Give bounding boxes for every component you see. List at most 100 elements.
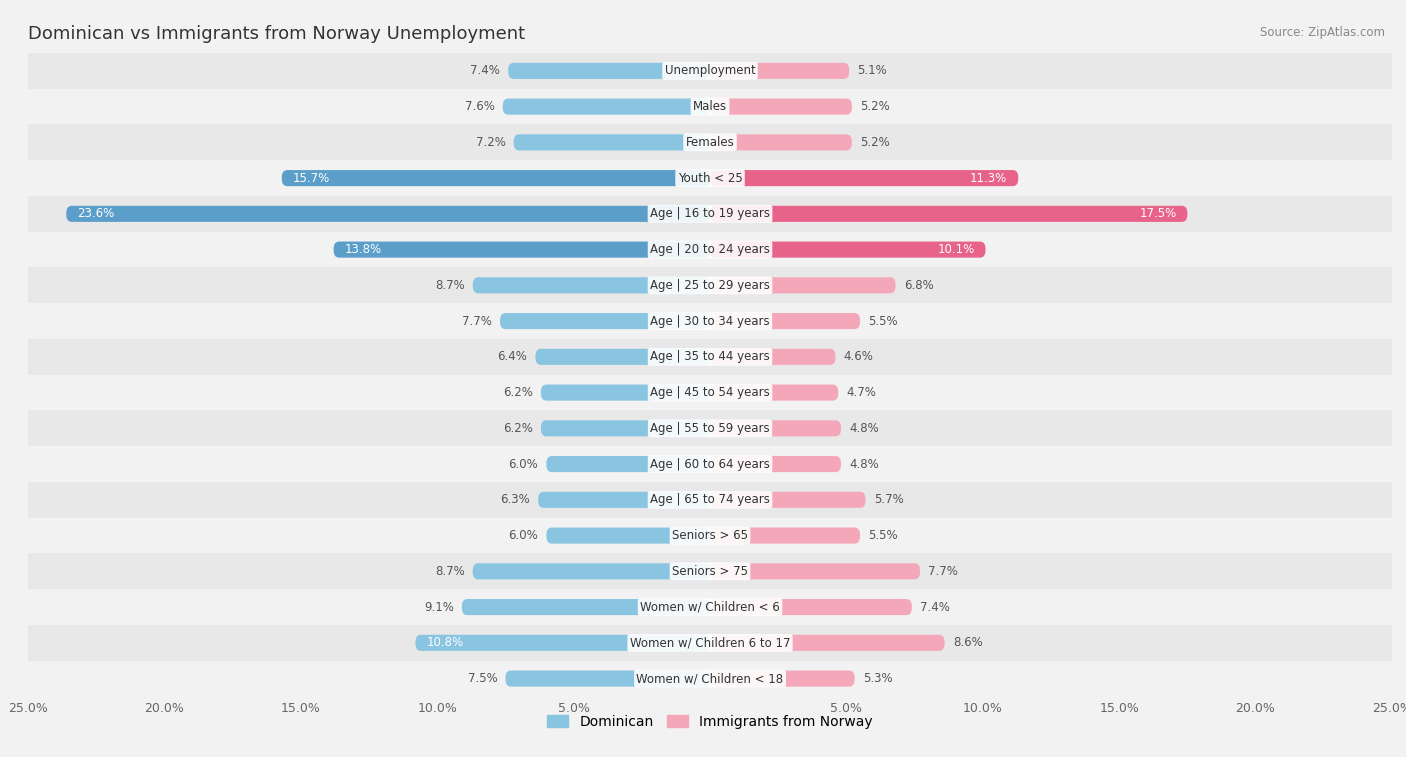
Text: Women w/ Children < 18: Women w/ Children < 18 <box>637 672 783 685</box>
Text: 6.0%: 6.0% <box>509 457 538 471</box>
Text: 7.4%: 7.4% <box>920 600 950 614</box>
Bar <box>28 589 1392 625</box>
Text: Males: Males <box>693 100 727 113</box>
Text: Age | 60 to 64 years: Age | 60 to 64 years <box>650 457 770 471</box>
FancyBboxPatch shape <box>710 206 1188 222</box>
FancyBboxPatch shape <box>710 492 866 508</box>
Text: 7.7%: 7.7% <box>928 565 957 578</box>
Text: 17.5%: 17.5% <box>1139 207 1177 220</box>
Text: 7.5%: 7.5% <box>468 672 498 685</box>
Bar <box>28 375 1392 410</box>
Text: 6.2%: 6.2% <box>503 386 533 399</box>
Text: Seniors > 65: Seniors > 65 <box>672 529 748 542</box>
Legend: Dominican, Immigrants from Norway: Dominican, Immigrants from Norway <box>541 709 879 734</box>
Text: 4.6%: 4.6% <box>844 350 873 363</box>
Text: Youth < 25: Youth < 25 <box>678 172 742 185</box>
Text: 11.3%: 11.3% <box>970 172 1007 185</box>
FancyBboxPatch shape <box>501 313 710 329</box>
Text: 8.7%: 8.7% <box>434 565 464 578</box>
Text: Age | 45 to 54 years: Age | 45 to 54 years <box>650 386 770 399</box>
FancyBboxPatch shape <box>710 313 860 329</box>
Bar <box>28 661 1392 696</box>
Text: 13.8%: 13.8% <box>344 243 381 256</box>
FancyBboxPatch shape <box>710 599 912 615</box>
FancyBboxPatch shape <box>472 563 710 579</box>
Bar <box>28 124 1392 160</box>
Text: Age | 65 to 74 years: Age | 65 to 74 years <box>650 494 770 506</box>
Text: 9.1%: 9.1% <box>423 600 454 614</box>
Text: 5.1%: 5.1% <box>858 64 887 77</box>
Bar <box>28 446 1392 482</box>
Text: 10.1%: 10.1% <box>938 243 974 256</box>
FancyBboxPatch shape <box>710 349 835 365</box>
Text: 7.6%: 7.6% <box>464 100 495 113</box>
FancyBboxPatch shape <box>536 349 710 365</box>
FancyBboxPatch shape <box>541 385 710 400</box>
Text: 6.4%: 6.4% <box>498 350 527 363</box>
Text: 7.7%: 7.7% <box>463 315 492 328</box>
Text: 4.7%: 4.7% <box>846 386 876 399</box>
Text: 7.4%: 7.4% <box>470 64 501 77</box>
Text: 6.0%: 6.0% <box>509 529 538 542</box>
Bar <box>28 53 1392 89</box>
Text: 8.7%: 8.7% <box>434 279 464 292</box>
FancyBboxPatch shape <box>461 599 710 615</box>
Text: 15.7%: 15.7% <box>292 172 330 185</box>
FancyBboxPatch shape <box>710 635 945 651</box>
Text: 7.2%: 7.2% <box>475 136 506 149</box>
Text: 23.6%: 23.6% <box>77 207 114 220</box>
FancyBboxPatch shape <box>547 456 710 472</box>
FancyBboxPatch shape <box>547 528 710 544</box>
FancyBboxPatch shape <box>710 385 838 400</box>
Text: 5.3%: 5.3% <box>863 672 893 685</box>
FancyBboxPatch shape <box>538 492 710 508</box>
Text: 6.2%: 6.2% <box>503 422 533 435</box>
FancyBboxPatch shape <box>710 456 841 472</box>
FancyBboxPatch shape <box>710 241 986 257</box>
FancyBboxPatch shape <box>506 671 710 687</box>
Text: 8.6%: 8.6% <box>953 637 983 650</box>
Text: 4.8%: 4.8% <box>849 422 879 435</box>
Text: Age | 16 to 19 years: Age | 16 to 19 years <box>650 207 770 220</box>
Text: Age | 30 to 34 years: Age | 30 to 34 years <box>650 315 770 328</box>
FancyBboxPatch shape <box>508 63 710 79</box>
Bar <box>28 518 1392 553</box>
FancyBboxPatch shape <box>513 134 710 151</box>
Bar <box>28 482 1392 518</box>
Bar <box>28 625 1392 661</box>
FancyBboxPatch shape <box>710 671 855 687</box>
Text: Age | 25 to 29 years: Age | 25 to 29 years <box>650 279 770 292</box>
Text: Seniors > 75: Seniors > 75 <box>672 565 748 578</box>
Text: Age | 55 to 59 years: Age | 55 to 59 years <box>650 422 770 435</box>
Bar <box>28 160 1392 196</box>
FancyBboxPatch shape <box>66 206 710 222</box>
FancyBboxPatch shape <box>415 635 710 651</box>
FancyBboxPatch shape <box>333 241 710 257</box>
Text: Age | 20 to 24 years: Age | 20 to 24 years <box>650 243 770 256</box>
FancyBboxPatch shape <box>541 420 710 436</box>
Text: 5.2%: 5.2% <box>860 100 890 113</box>
FancyBboxPatch shape <box>503 98 710 114</box>
FancyBboxPatch shape <box>710 563 920 579</box>
Text: 6.8%: 6.8% <box>904 279 934 292</box>
Bar <box>28 410 1392 446</box>
FancyBboxPatch shape <box>710 63 849 79</box>
Bar <box>28 339 1392 375</box>
Text: 6.3%: 6.3% <box>501 494 530 506</box>
FancyBboxPatch shape <box>472 277 710 294</box>
Text: Females: Females <box>686 136 734 149</box>
FancyBboxPatch shape <box>710 528 860 544</box>
Bar <box>28 267 1392 304</box>
FancyBboxPatch shape <box>710 420 841 436</box>
Text: 10.8%: 10.8% <box>426 637 464 650</box>
Text: 5.2%: 5.2% <box>860 136 890 149</box>
FancyBboxPatch shape <box>710 277 896 294</box>
Bar <box>28 196 1392 232</box>
Text: 5.5%: 5.5% <box>869 315 898 328</box>
Text: Dominican vs Immigrants from Norway Unemployment: Dominican vs Immigrants from Norway Unem… <box>28 25 526 43</box>
Text: Women w/ Children 6 to 17: Women w/ Children 6 to 17 <box>630 637 790 650</box>
Bar <box>28 89 1392 124</box>
Text: 5.7%: 5.7% <box>873 494 904 506</box>
Text: Source: ZipAtlas.com: Source: ZipAtlas.com <box>1260 26 1385 39</box>
Bar <box>28 553 1392 589</box>
